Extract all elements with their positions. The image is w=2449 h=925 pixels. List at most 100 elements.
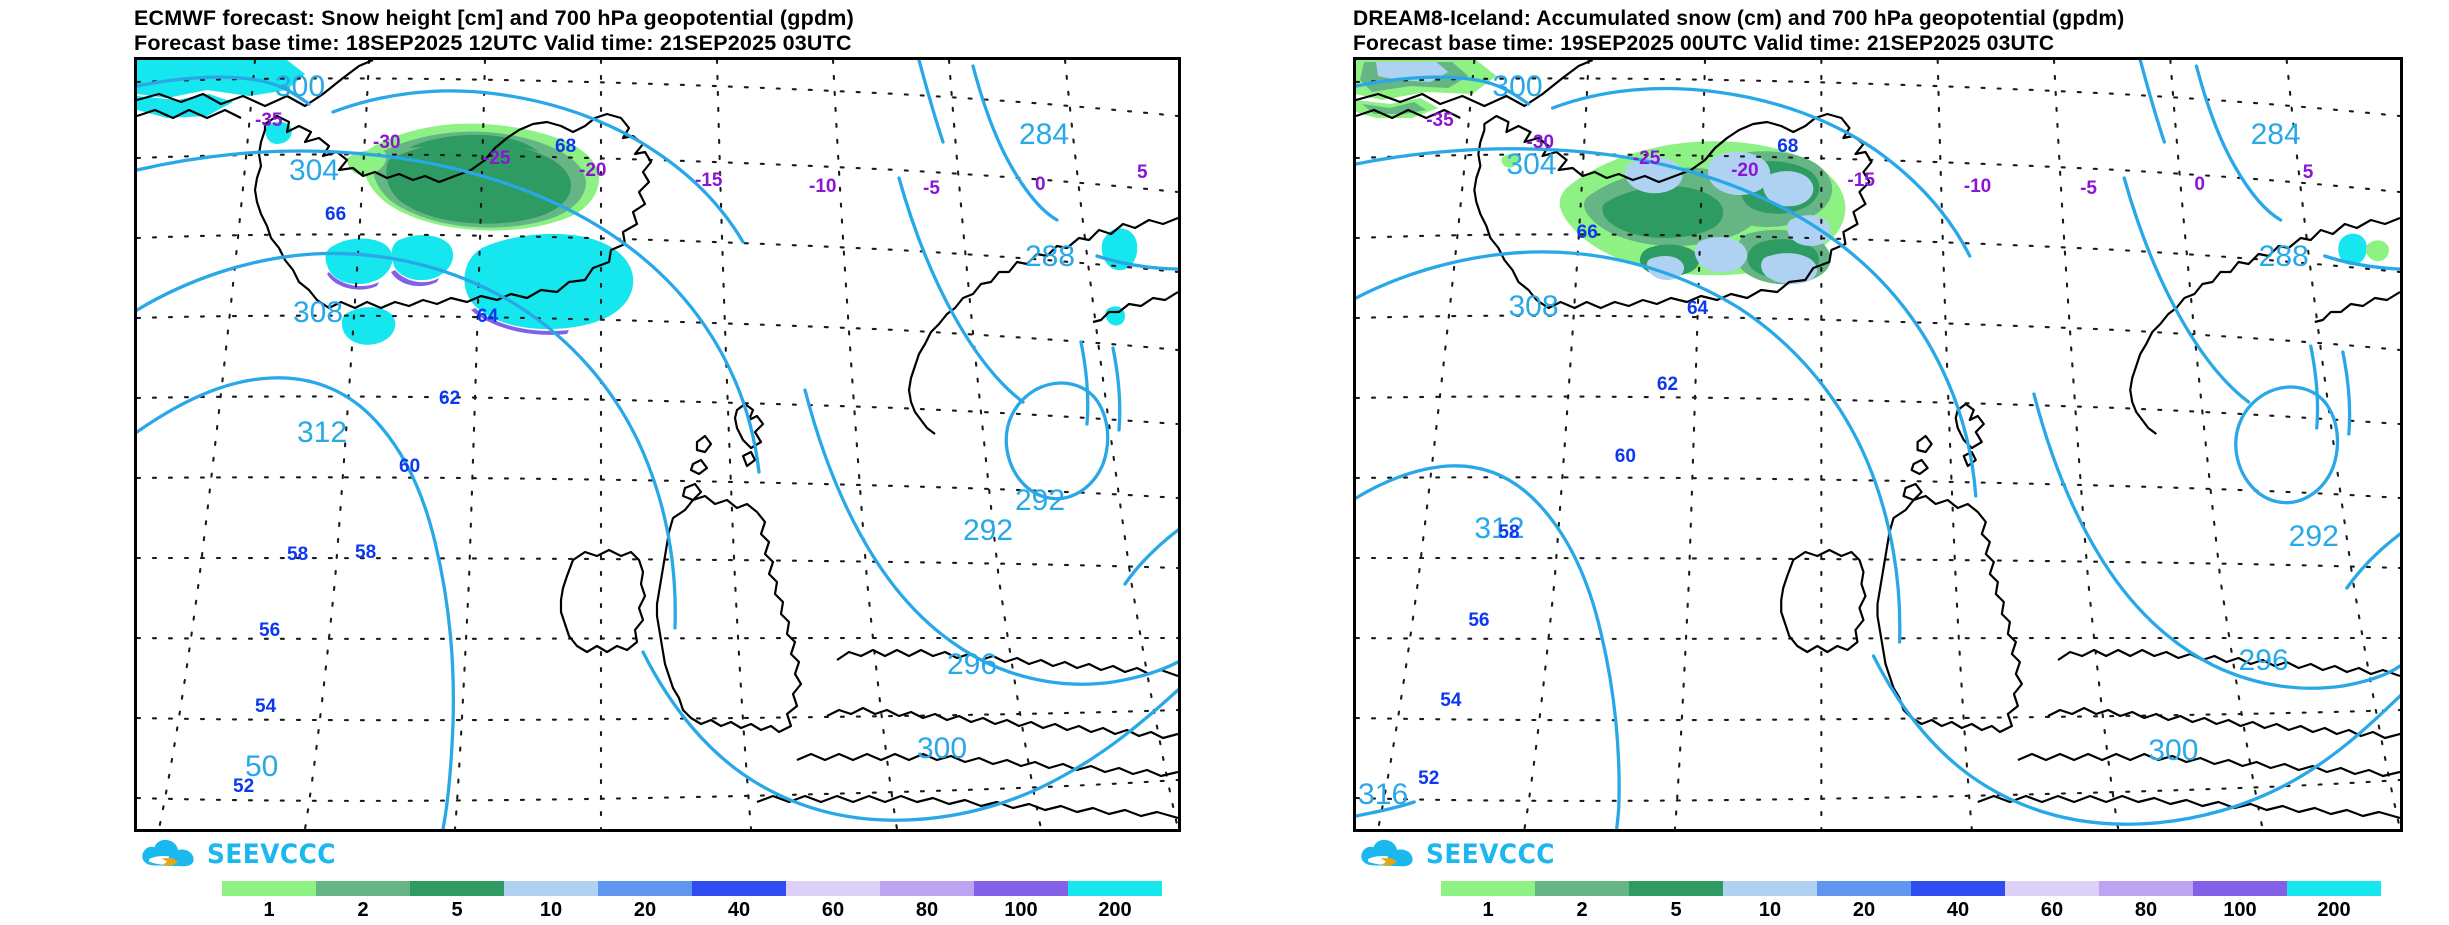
contour-label-296: 296 [947,648,997,681]
forecast-panel-dream8: DREAM8-Iceland: Accumulated snow (cm) an… [1225,0,2449,925]
forecast-panel-ecmwf: ECMWF forecast: Snow height [cm] and 700… [134,6,1224,923]
lat-label-52: 52 [1418,768,1439,789]
colorbar-tick-200: 200 [1098,899,1132,921]
panel-title-line1-ecmwf: ECMWF forecast: Snow height [cm] and 700… [134,6,854,30]
colorbar-gradient-dream8 [1441,881,2381,896]
lat-label-58: 58 [1498,522,1519,543]
contour-label-300: 300 [275,70,325,103]
colorbar-band-8 [2099,881,2193,896]
lon-label-m15: -15 [1847,170,1875,191]
contour-label-292: 292 [2289,520,2339,553]
map-area-dream8[interactable]: 300 304 308 312 316 284 288 292 296 300 … [1353,57,2403,832]
colorbar-labels-dream8: 1 2 5 10 20 40 60 80 100 200 [1441,899,2381,923]
colorbar-tick-80: 80 [915,899,939,921]
lon-label-5: 5 [1137,162,1148,183]
lon-label-0: 0 [2194,174,2205,195]
contour-label-284: 284 [2251,118,2301,151]
colorbar-band-10 [2287,881,2381,896]
lon-label-m5: -5 [923,178,940,199]
lat-label-66: 66 [1577,222,1598,243]
colorbar-band-5 [1817,881,1911,896]
snow-shading-greenland-dream8 [1356,60,1497,118]
lat-label-62: 62 [439,388,460,409]
lon-label-m20: -20 [579,160,606,181]
contour-label-304: 304 [289,154,339,187]
colorbar-band-2 [316,881,410,896]
lat-label-60: 60 [399,456,420,477]
lon-label-m35: -35 [1426,110,1454,131]
colorbar-band-1 [222,881,316,896]
contour-label-288: 288 [2259,240,2309,273]
lon-label-m25: -25 [1633,148,1661,169]
colorbar-tick-1: 1 [263,899,275,921]
colorbar-tick-200: 200 [2317,899,2351,921]
contour-label-284: 284 [1019,118,1069,151]
seevccc-logo-dream8: SEEVCCC [1359,838,1566,871]
colorbar-tick-5: 5 [1670,899,1682,921]
contour-label-316: 316 [1358,778,1408,811]
colorbar-tick-2: 2 [357,899,369,921]
map-svg-dream8: 300 304 308 312 316 284 288 292 296 300 … [1356,60,2400,829]
colorbar-tick-20: 20 [633,899,657,921]
colorbar-band-7 [786,881,880,896]
colorbar-band-8 [880,881,974,896]
colorbar-tick-1: 1 [1482,899,1494,921]
lat-label-68: 68 [1777,136,1798,157]
seevccc-logo-text: SEEVCCC [207,839,336,870]
lat-label-64: 64 [477,306,499,327]
colorbar-gradient-ecmwf [222,881,1162,896]
lon-label-m5: -5 [2080,178,2097,199]
contour-label-304: 304 [1506,148,1556,181]
map-area-ecmwf[interactable]: 300 304 308 312 50 284 288 292 292 296 3… [134,57,1181,832]
map-svg-ecmwf: 300 304 308 312 50 284 288 292 292 296 3… [137,60,1178,829]
colorbar-band-6 [1911,881,2005,896]
lat-label-54: 54 [255,696,277,717]
colorbar-band-4 [1723,881,1817,896]
colorbar-band-3 [410,881,504,896]
geopotential-contours [1356,60,2400,829]
colorbar-tick-60: 60 [2040,899,2064,921]
colorbar-band-4 [504,881,598,896]
seevccc-logo-ecmwf: SEEVCCC [140,838,347,871]
colorbar-tick-40: 40 [1946,899,1970,921]
colorbar-tick-100: 100 [2223,899,2257,921]
lat-label-66: 66 [325,204,346,225]
contour-label-308: 308 [1508,290,1558,323]
contour-label-312: 312 [297,416,347,449]
graticule [1356,60,2400,829]
colorbar-ecmwf: 1 2 5 10 20 40 60 80 100 200 [222,881,1162,923]
lon-label-5: 5 [2303,162,2314,183]
contour-label-50bl: 50 [245,750,278,783]
lon-label-m30: -30 [1526,132,1554,153]
colorbar-labels-ecmwf: 1 2 5 10 20 40 60 80 100 200 [222,899,1162,923]
colorbar-dream8: 1 2 5 10 20 40 60 80 100 200 [1441,881,2381,923]
colorbar-tick-60: 60 [821,899,845,921]
lon-label-0: 0 [1035,174,1046,195]
lat-label-60: 60 [1615,446,1636,467]
colorbar-band-10 [1068,881,1162,896]
lon-label-m10: -10 [1964,176,1992,197]
lat-label-62: 62 [1657,374,1678,395]
colorbar-tick-10: 10 [539,899,563,921]
lat-label-58a: 58 [355,542,376,563]
contour-label-292b: 292 [963,514,1013,547]
colorbar-tick-10: 10 [1758,899,1782,921]
lon-label-m20: -20 [1731,160,1759,181]
latitude-labels: 68 66 64 62 60 58 56 54 52 [1418,136,1798,789]
colorbar-tick-80: 80 [2134,899,2158,921]
colorbar-band-6 [692,881,786,896]
panel-titles-ecmwf: ECMWF forecast: Snow height [cm] and 700… [134,6,1224,56]
coastlines [1356,60,2400,820]
contour-labels: 300 304 308 312 316 284 288 292 296 300 [1358,70,2339,811]
longitude-labels: -35 -30 -25 -20 -15 -10 -5 0 5 [1426,110,2314,199]
colorbar-band-9 [974,881,1068,896]
colorbar-tick-2: 2 [1576,899,1588,921]
contour-label-288: 288 [1025,240,1075,273]
lon-label-m25: -25 [483,148,511,169]
colorbar-band-2 [1535,881,1629,896]
geopotential-contours [137,60,1178,829]
colorbar-band-7 [2005,881,2099,896]
snow-shading-iceland-dream8 [1501,141,1846,285]
contour-label-300b: 300 [917,732,967,765]
cloud-icon [142,839,194,867]
